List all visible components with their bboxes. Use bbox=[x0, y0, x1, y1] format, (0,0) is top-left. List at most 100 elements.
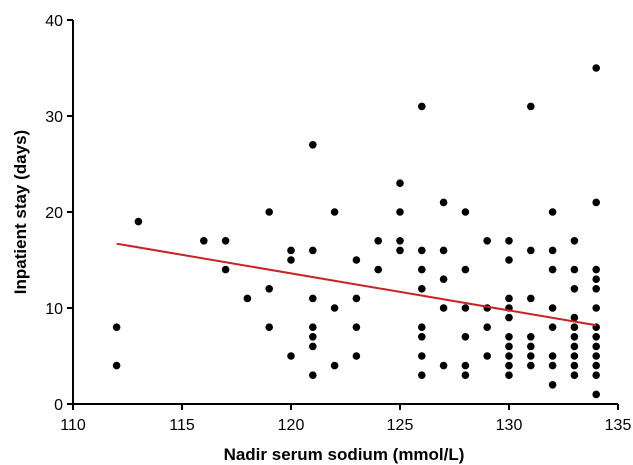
data-point bbox=[418, 333, 426, 341]
data-point bbox=[592, 265, 600, 274]
data-point bbox=[287, 352, 295, 360]
fit-line-layer bbox=[116, 242, 597, 327]
data-point bbox=[570, 323, 579, 332]
data-point bbox=[548, 323, 557, 332]
data-point bbox=[483, 323, 492, 332]
data-point bbox=[505, 342, 513, 351]
data-point bbox=[200, 237, 208, 245]
data-point bbox=[418, 323, 426, 332]
data-point bbox=[527, 246, 535, 255]
data-point bbox=[548, 304, 557, 312]
data-point bbox=[570, 333, 579, 341]
data-point bbox=[592, 198, 600, 207]
data-point bbox=[570, 361, 579, 370]
data-point bbox=[461, 361, 470, 370]
data-point bbox=[483, 237, 492, 245]
y-tick-label: 40 bbox=[45, 13, 63, 30]
y-tick-label: 20 bbox=[45, 205, 63, 222]
axes-layer: 110 115 120 125 130 135 0 10 20 30 40 bbox=[45, 13, 631, 434]
y-tick-label: 0 bbox=[54, 397, 63, 414]
data-point bbox=[330, 304, 339, 312]
data-point bbox=[396, 179, 404, 187]
y-axis-title: Inpatient stay (days) bbox=[11, 130, 30, 294]
data-point bbox=[418, 352, 426, 360]
data-point bbox=[505, 371, 513, 380]
data-point bbox=[570, 237, 579, 245]
data-point bbox=[505, 237, 513, 245]
data-point bbox=[265, 323, 274, 332]
data-point bbox=[527, 333, 535, 341]
data-point bbox=[592, 275, 600, 284]
data-point bbox=[352, 323, 361, 332]
x-tick-label: 115 bbox=[169, 417, 195, 434]
data-point bbox=[330, 208, 339, 216]
data-point bbox=[374, 237, 383, 245]
x-tick-label: 110 bbox=[60, 417, 86, 434]
data-point bbox=[505, 333, 513, 341]
data-point bbox=[505, 294, 513, 303]
data-point bbox=[548, 352, 557, 360]
data-point bbox=[592, 361, 600, 370]
data-point bbox=[548, 208, 557, 216]
data-point bbox=[505, 352, 513, 360]
data-point bbox=[548, 381, 557, 389]
data-point bbox=[418, 265, 426, 274]
data-point bbox=[396, 246, 404, 255]
data-point bbox=[396, 208, 404, 216]
data-point bbox=[592, 333, 600, 341]
data-point bbox=[505, 361, 513, 370]
data-point bbox=[461, 333, 470, 341]
x-tick-label: 130 bbox=[496, 417, 523, 434]
data-point bbox=[527, 102, 535, 111]
x-tick-label: 125 bbox=[387, 417, 414, 434]
data-point bbox=[265, 285, 274, 293]
data-point bbox=[287, 256, 295, 264]
data-point bbox=[505, 313, 513, 322]
data-point bbox=[592, 285, 600, 293]
data-point bbox=[112, 361, 121, 370]
data-point bbox=[527, 352, 535, 360]
data-point bbox=[483, 352, 492, 360]
data-point bbox=[265, 208, 274, 216]
data-point bbox=[570, 352, 579, 360]
data-point bbox=[592, 342, 600, 351]
data-point bbox=[570, 371, 579, 380]
data-point bbox=[461, 208, 470, 216]
data-point bbox=[548, 265, 557, 274]
data-point bbox=[570, 285, 579, 293]
data-point bbox=[418, 285, 426, 293]
data-point bbox=[309, 294, 317, 303]
data-point bbox=[548, 361, 557, 370]
data-point bbox=[352, 352, 361, 360]
data-point bbox=[570, 342, 579, 351]
data-point bbox=[418, 102, 426, 111]
data-point bbox=[527, 342, 535, 351]
data-point bbox=[592, 64, 600, 72]
data-point bbox=[309, 342, 317, 351]
data-point bbox=[570, 313, 579, 322]
data-point bbox=[592, 352, 600, 360]
data-point bbox=[287, 246, 295, 255]
data-point bbox=[309, 371, 317, 380]
data-point bbox=[439, 246, 448, 255]
data-point bbox=[461, 371, 470, 380]
data-point bbox=[439, 361, 448, 370]
data-point bbox=[112, 323, 121, 332]
data-point bbox=[461, 304, 470, 312]
data-point bbox=[309, 333, 317, 341]
data-point bbox=[570, 265, 579, 274]
x-tick-label: 120 bbox=[278, 417, 305, 434]
data-point bbox=[221, 237, 230, 245]
points-layer bbox=[112, 64, 600, 399]
data-point bbox=[592, 390, 600, 399]
data-point bbox=[439, 304, 448, 312]
data-point bbox=[418, 246, 426, 255]
data-point bbox=[134, 217, 143, 226]
x-axis-title: Nadir serum sodium (mmol/L) bbox=[224, 445, 465, 464]
y-tick-label: 30 bbox=[45, 109, 63, 126]
data-point bbox=[330, 361, 339, 370]
data-point bbox=[221, 265, 230, 274]
data-point bbox=[461, 265, 470, 274]
data-point bbox=[396, 237, 404, 245]
